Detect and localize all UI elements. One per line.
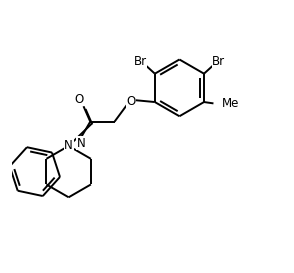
Text: Me: Me (222, 97, 239, 110)
Text: Br: Br (212, 55, 225, 68)
Text: N: N (64, 140, 73, 152)
Text: O: O (75, 93, 84, 106)
Text: N: N (76, 137, 85, 150)
Text: O: O (126, 95, 136, 108)
Text: Br: Br (133, 55, 146, 68)
